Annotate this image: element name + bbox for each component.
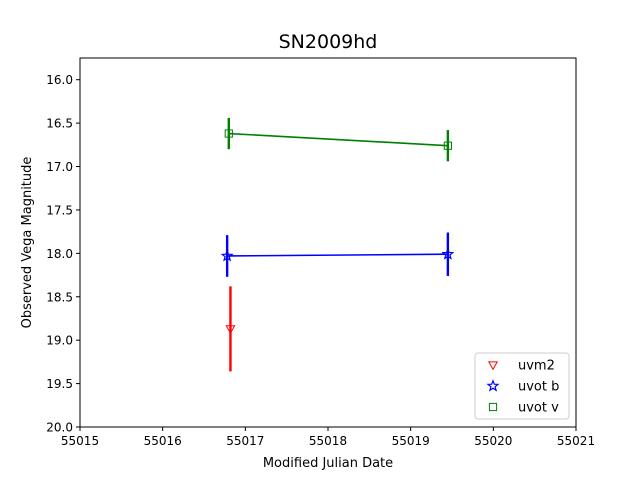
x-axis: 55015 55016 55017 55018 55019 55020 55021: [61, 427, 595, 448]
data-point-uvot-v: [224, 129, 233, 138]
y-tick-label: 20.0: [46, 421, 73, 435]
x-axis-label: Modified Julian Date: [263, 456, 393, 471]
x-tick-label: 55020: [474, 434, 512, 448]
y-axis: 16.0 16.5 17.0 17.5 18.0 18.5 19.0 19.5 20.0: [46, 73, 80, 435]
x-tick-label: 55015: [61, 434, 99, 448]
legend-marker-uvot-v: [488, 402, 498, 412]
legend-label: uvot b: [518, 380, 559, 395]
plot-area: [220, 117, 455, 372]
series-line-uvot-b: [227, 253, 448, 257]
legend-marker-uvot-b: [486, 379, 500, 392]
y-tick-label: 18.5: [46, 290, 73, 304]
data-point-uvot-b: [220, 249, 234, 262]
y-tick-label: 16.0: [46, 73, 73, 87]
legend-label: uvm2: [518, 359, 555, 374]
legend-box: [474, 352, 570, 420]
y-tick-label: 17.5: [46, 203, 73, 217]
x-tick-label: 55019: [392, 434, 430, 448]
legend-label: uvot v: [518, 401, 559, 416]
y-tick-label: 16.5: [46, 117, 73, 131]
data-point-uvot-b: [441, 247, 455, 260]
legend: uvm2 uvot b uvot v: [474, 352, 570, 420]
chart-title: SN2009hd: [279, 31, 378, 53]
y-axis-label: Observed Vega Magnitude: [20, 157, 35, 329]
y-tick-label: 17.0: [46, 160, 73, 174]
y-tick-label: 19.0: [46, 334, 73, 348]
legend-marker-uvm2: [487, 361, 499, 371]
data-point-uvot-v: [443, 141, 452, 150]
x-tick-label: 55018: [309, 434, 347, 448]
x-tick-label: 55017: [226, 434, 264, 448]
series-line-uvot-v: [228, 132, 448, 147]
y-tick-label: 19.5: [46, 377, 73, 391]
x-tick-label: 55016: [144, 434, 182, 448]
y-tick-label: 18.0: [46, 247, 73, 261]
x-tick-label: 55021: [557, 434, 595, 448]
data-point-uvm2: [225, 325, 236, 335]
